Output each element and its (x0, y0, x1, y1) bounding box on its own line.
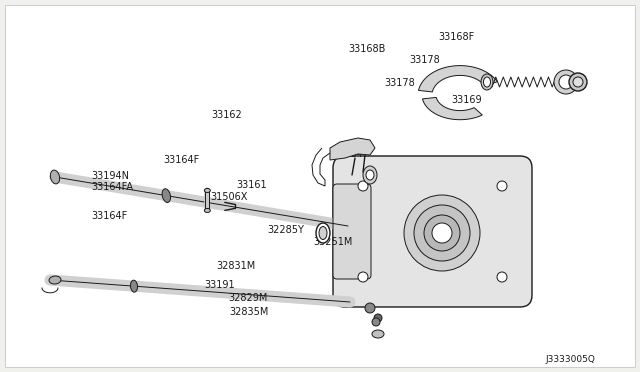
Circle shape (497, 272, 507, 282)
Text: 31506X: 31506X (210, 192, 247, 202)
Text: 33164: 33164 (333, 150, 364, 159)
Circle shape (554, 70, 578, 94)
Polygon shape (330, 138, 375, 160)
Text: 33164F: 33164F (91, 211, 127, 221)
Text: 32829M: 32829M (228, 293, 268, 302)
Text: 33164FA: 33164FA (91, 182, 133, 192)
Text: 33191: 33191 (205, 280, 236, 290)
Circle shape (424, 215, 460, 251)
Circle shape (372, 318, 380, 326)
Text: 33162: 33162 (211, 110, 242, 120)
Ellipse shape (204, 208, 211, 212)
Text: 33161: 33161 (237, 180, 268, 190)
Ellipse shape (49, 276, 61, 284)
Ellipse shape (316, 223, 330, 243)
Ellipse shape (51, 170, 60, 184)
Circle shape (365, 303, 375, 313)
Circle shape (559, 75, 573, 89)
Text: 33178: 33178 (410, 55, 440, 65)
Text: J3333005Q: J3333005Q (545, 356, 595, 365)
Text: 32835M: 32835M (229, 307, 269, 317)
Ellipse shape (131, 280, 138, 292)
Text: 33164F: 33164F (163, 155, 200, 165)
Polygon shape (419, 65, 497, 92)
Text: 33251M: 33251M (314, 237, 353, 247)
Polygon shape (422, 97, 483, 120)
Text: 32831M: 32831M (216, 262, 255, 271)
Ellipse shape (366, 170, 374, 180)
Circle shape (573, 77, 583, 87)
Text: 33194N: 33194N (91, 171, 129, 180)
Text: 33169: 33169 (451, 96, 482, 105)
Ellipse shape (483, 77, 490, 87)
Circle shape (404, 195, 480, 271)
Circle shape (358, 272, 368, 282)
Ellipse shape (481, 74, 493, 90)
Text: 32285Y: 32285Y (268, 225, 305, 235)
Text: 33178: 33178 (384, 78, 415, 87)
FancyBboxPatch shape (333, 156, 532, 307)
Text: 33168B: 33168B (349, 44, 386, 54)
Text: 33168F: 33168F (438, 32, 475, 42)
Circle shape (497, 181, 507, 191)
Ellipse shape (204, 189, 211, 192)
FancyBboxPatch shape (333, 184, 371, 279)
Circle shape (432, 223, 452, 243)
Circle shape (569, 73, 587, 91)
Ellipse shape (162, 189, 170, 202)
Circle shape (374, 314, 382, 322)
Circle shape (414, 205, 470, 261)
Ellipse shape (363, 166, 377, 184)
Ellipse shape (372, 330, 384, 338)
Ellipse shape (319, 227, 327, 240)
Circle shape (358, 181, 368, 191)
